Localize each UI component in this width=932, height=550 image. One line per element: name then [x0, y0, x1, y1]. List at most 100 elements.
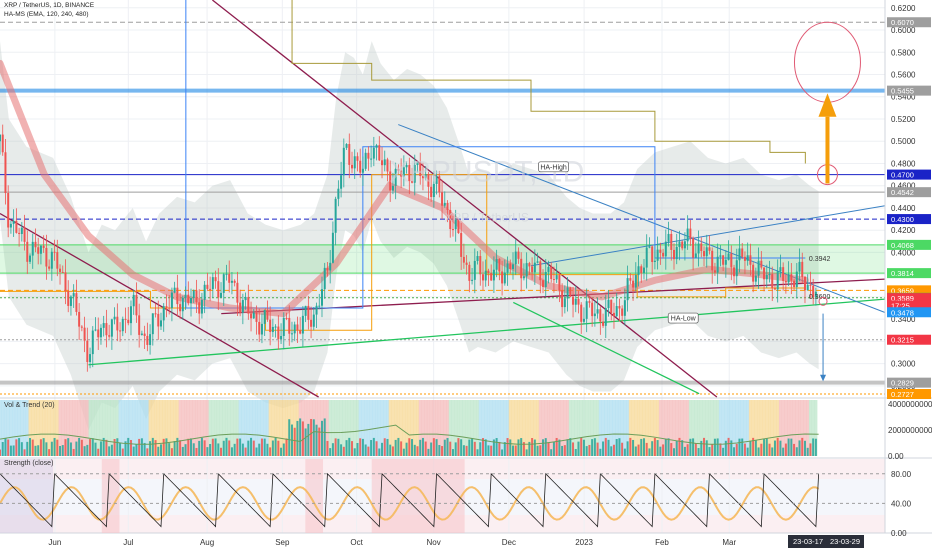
candle-body [648, 246, 651, 248]
volume-trend-bg [432, 400, 436, 456]
candle-body [375, 145, 378, 148]
volume-trend-bg [446, 400, 450, 456]
volume-trend-bg [113, 400, 117, 456]
candle-body [367, 152, 370, 159]
candle-body [678, 241, 681, 247]
price-badge [887, 388, 931, 399]
volume-bar [509, 439, 512, 456]
volume-trend-bg [803, 400, 807, 456]
candle-body [803, 276, 806, 291]
candle-body [285, 317, 288, 319]
candle-body [645, 247, 648, 268]
volume-bar [582, 439, 585, 456]
volume-trend-bg [339, 400, 343, 456]
candle-body [514, 251, 517, 265]
volume-bar [462, 445, 465, 456]
volume-bar [713, 438, 716, 456]
volume-trend-bg [279, 400, 283, 456]
volume-bar [588, 444, 591, 456]
volume-bar [9, 445, 12, 456]
volume-bar [681, 440, 684, 456]
candle-body [454, 219, 457, 230]
volume-bar [457, 438, 460, 456]
volume-trend-bg [795, 400, 799, 456]
candle-body [462, 256, 465, 263]
candle-body [446, 202, 449, 210]
candle-body [746, 255, 749, 261]
volume-bar [162, 438, 165, 456]
candle-body [713, 270, 716, 273]
candle-body [45, 247, 48, 267]
volume-bar [765, 438, 768, 456]
candle-body [331, 232, 334, 263]
volume-trend-bg [503, 400, 507, 456]
volume-bar [48, 449, 51, 456]
candle-body [48, 266, 51, 269]
volume-bar [69, 442, 72, 456]
candle-body [525, 263, 528, 277]
volume-trend-bg [481, 400, 485, 456]
volume-bar [427, 448, 430, 456]
candle-body [230, 280, 233, 283]
volume-trend-bg [235, 400, 239, 456]
volume-trend-bg [585, 400, 589, 456]
candle-body [263, 310, 266, 324]
candle-body [752, 264, 755, 282]
volume-trend-bg [628, 400, 632, 456]
volume-bar [179, 440, 182, 456]
volume-trend-bg [768, 400, 772, 456]
volume-bar [419, 439, 422, 456]
volume-bar [798, 440, 801, 456]
volume-trend-bg [50, 400, 54, 456]
volume-trend-bg [669, 400, 673, 456]
volume-trend-bg [115, 400, 119, 456]
candle-body [552, 279, 555, 281]
candle-body [351, 164, 354, 169]
volume-trend-bg [514, 400, 518, 456]
volume-bar [173, 441, 176, 456]
volume-trend-bg [789, 400, 793, 456]
price-badge-label: 0.3478 [891, 308, 914, 317]
volume-bar [26, 441, 29, 456]
trendline [530, 205, 886, 267]
volume-trend-bg [186, 400, 190, 456]
volume-trend-bg [246, 400, 250, 456]
volume-trend-bg [443, 400, 447, 456]
volume-bar [217, 443, 220, 456]
callout-box [667, 312, 699, 324]
volume-bar [602, 441, 605, 456]
volume-trend-bg [609, 400, 613, 456]
volume-trend-bg [467, 400, 471, 456]
volume-bar [692, 438, 695, 456]
candle-body [667, 233, 670, 242]
volume-trend-bg [683, 400, 687, 456]
volume-bar [487, 445, 490, 456]
volume-trend-bg [590, 400, 594, 456]
volume-trend-bg [437, 400, 441, 456]
volume-trend-bg [304, 400, 308, 456]
candle-body [34, 241, 37, 248]
volume-bar [334, 438, 337, 456]
volume-trend-bg [492, 400, 496, 456]
volume-trend-bg [448, 400, 452, 456]
volume-trend-bg [735, 400, 739, 456]
candle-body [711, 250, 714, 271]
volume-trend-bg [255, 400, 259, 456]
candle-body [591, 302, 594, 317]
price-tick-label: 0.5800 [891, 48, 916, 57]
volume-trend-bg [353, 400, 357, 456]
volume-trend-bg [533, 400, 537, 456]
volume-trend-bg [552, 400, 556, 456]
volume-trend-bg [424, 400, 428, 456]
candle-body [181, 297, 184, 312]
volume-trend-bg [732, 400, 736, 456]
candle-body [89, 354, 92, 363]
volume-trend-bg [702, 400, 706, 456]
volume-trend-bg [69, 400, 73, 456]
volume-bar [520, 438, 523, 456]
volume-bar [763, 438, 766, 456]
volume-trend-bg [800, 400, 804, 456]
volume-trend-bg [276, 400, 280, 456]
